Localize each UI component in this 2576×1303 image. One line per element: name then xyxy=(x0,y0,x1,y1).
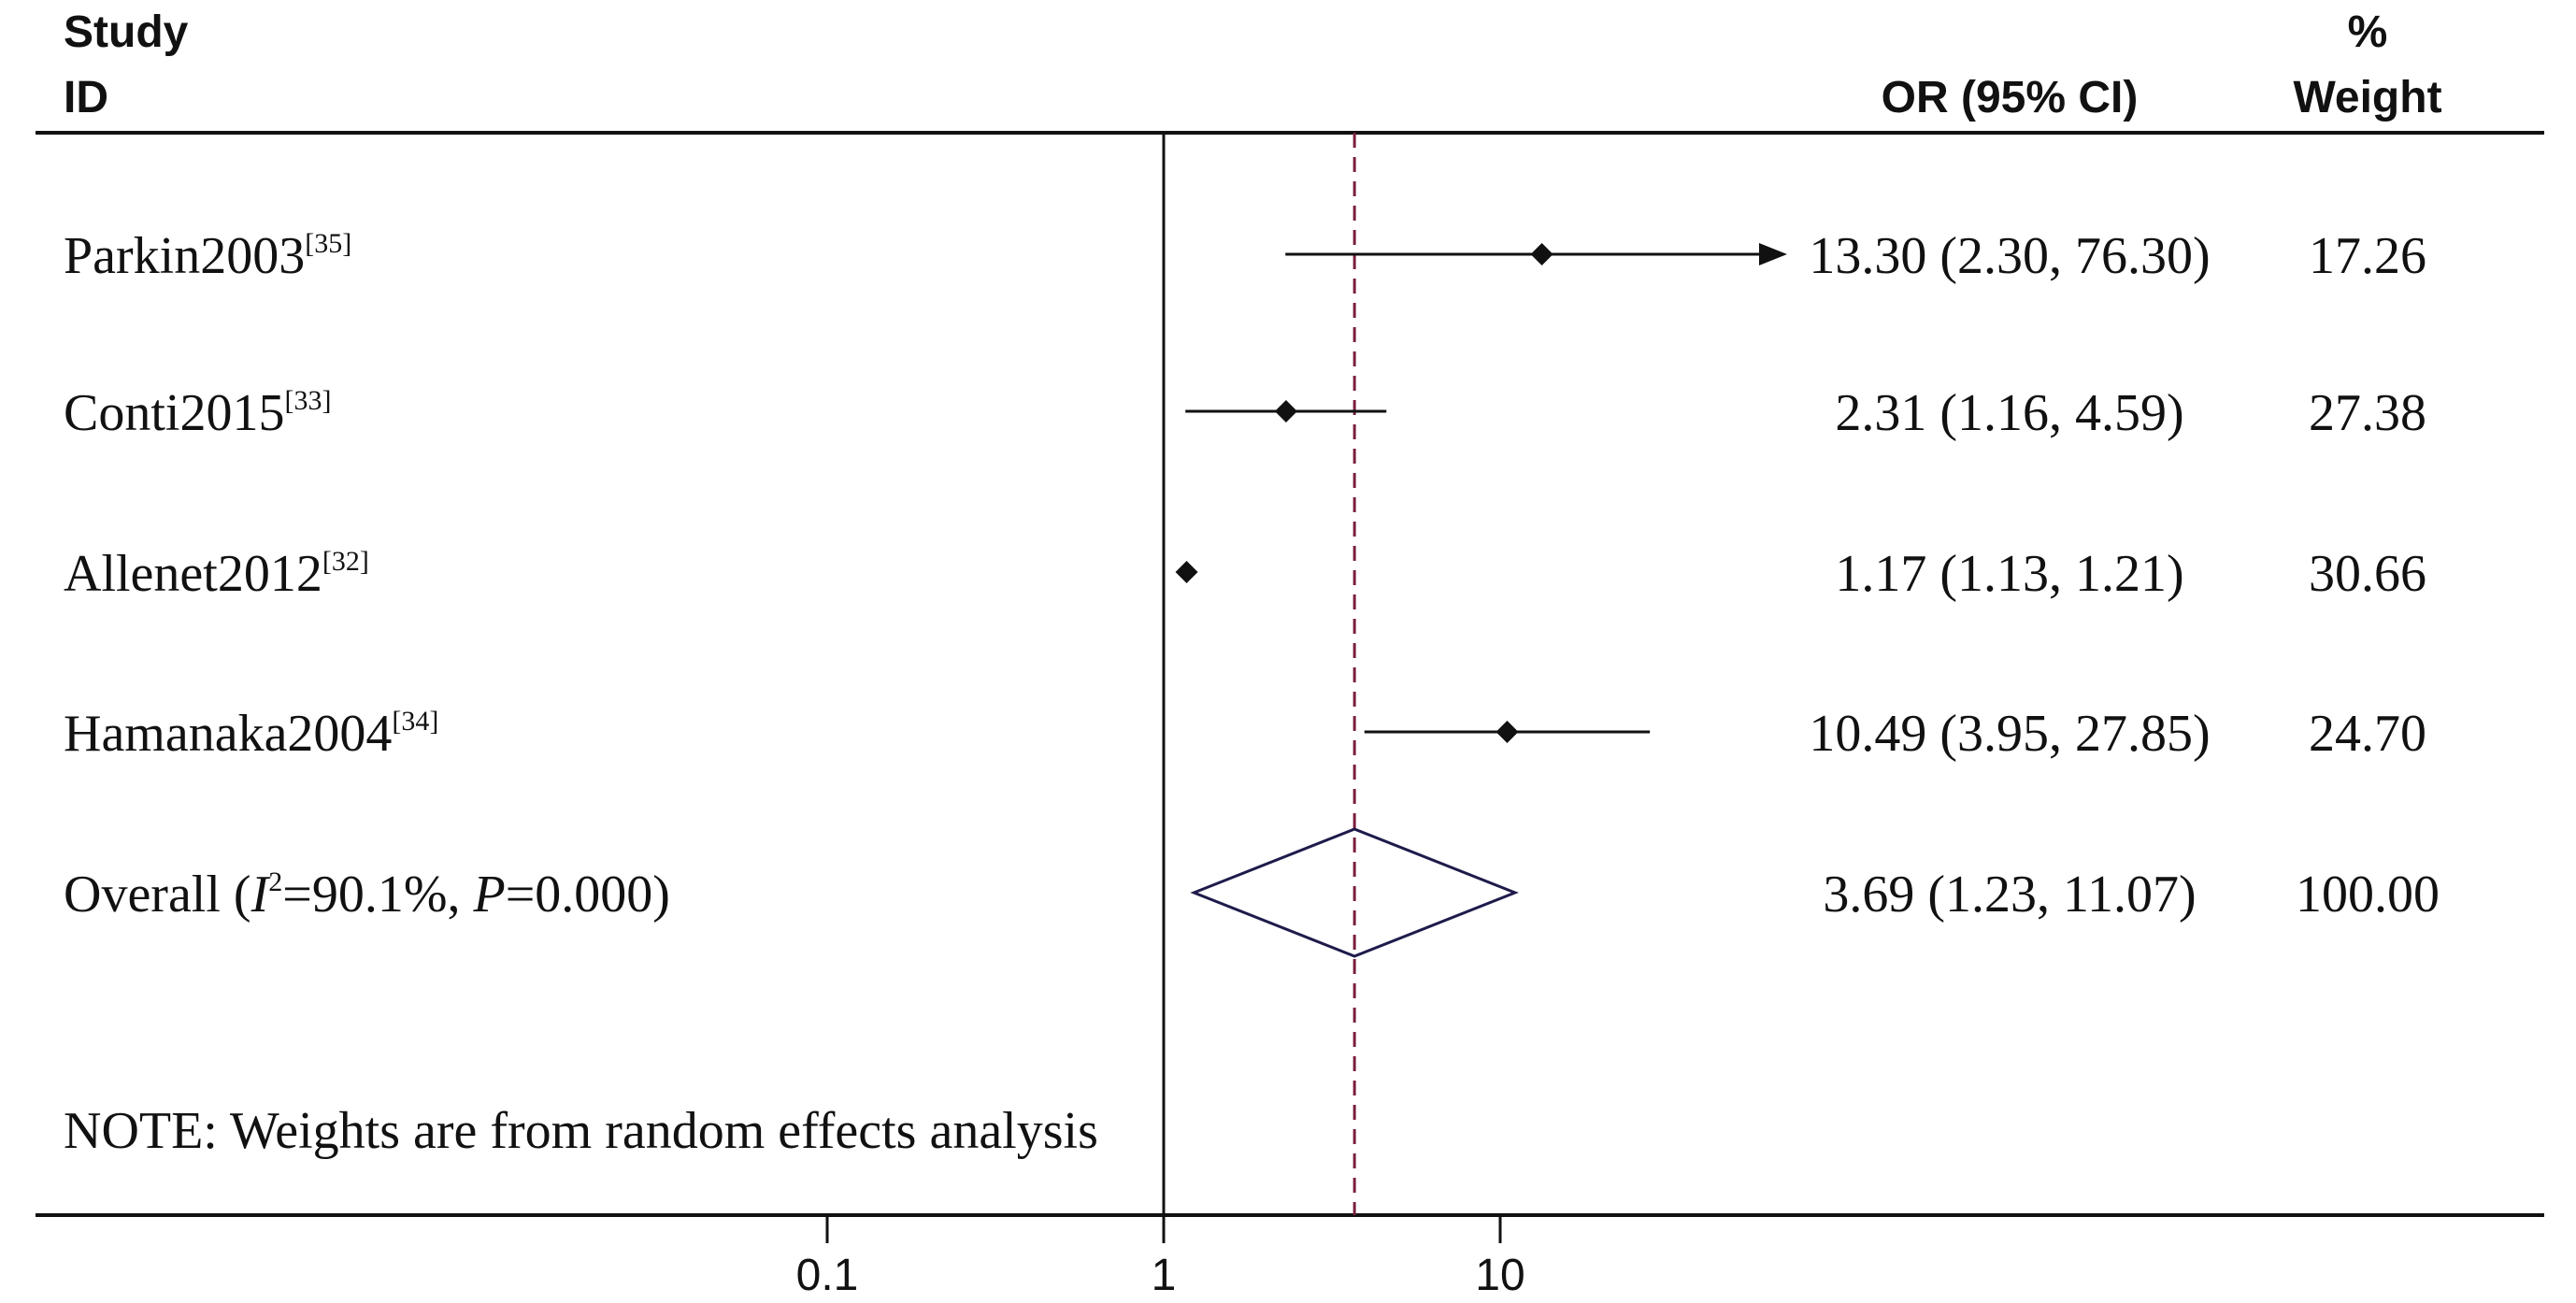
overall-ci-text: 3.69 (1.23, 11.07) xyxy=(1823,866,2196,924)
forest-marks: 0.1 1 10 Parkin2003[35] 13.30 (2.30, 76.30) 1… xyxy=(64,133,2426,1300)
study-weight-1: 27.38 xyxy=(2309,384,2426,442)
study-ci-text-0: 13.30 (2.30, 76.30) xyxy=(1809,227,2210,285)
study-ref-0: [35] xyxy=(305,228,351,259)
overall-i-superscript: 2 xyxy=(268,866,282,897)
study-weight-0: 17.26 xyxy=(2309,227,2426,285)
overall-label: Overall (I2=90.1%, P=0.000) xyxy=(64,866,670,924)
x-tick-label-1: 1 xyxy=(1152,1251,1177,1300)
overall-weight: 100.00 xyxy=(2296,866,2440,924)
overall-i-value: =90.1%, xyxy=(282,866,473,924)
overall-i-symbol: I xyxy=(250,866,271,924)
study-ref-3: [34] xyxy=(392,706,438,737)
study-weight-2: 30.66 xyxy=(2309,545,2426,603)
study-ref-2: [32] xyxy=(322,546,369,577)
study-label-3: Hamanaka2004[34] xyxy=(64,705,438,763)
overall-p-value: =0.000) xyxy=(506,866,670,924)
note-text: NOTE: Weights are from random effects an… xyxy=(64,1102,1098,1160)
header-percent: % xyxy=(2348,7,2388,57)
study-ci-text-1: 2.31 (1.16, 4.59) xyxy=(1835,384,2183,442)
study-label-0: Parkin2003[35] xyxy=(64,227,351,285)
study-point-3 xyxy=(1496,721,1519,743)
study-point-1 xyxy=(1274,400,1297,422)
x-tick-label-0: 0.1 xyxy=(796,1251,859,1300)
x-tick-label-2: 10 xyxy=(1475,1251,1524,1300)
study-label-1: Conti2015[33] xyxy=(64,384,331,442)
study-ref-1: [33] xyxy=(284,385,331,416)
header-or-ci: OR (95% CI) xyxy=(1882,73,2139,122)
study-ci-text-3: 10.49 (3.95, 27.85) xyxy=(1809,705,2210,763)
header-weight: Weight xyxy=(2293,73,2441,122)
header-study: Study xyxy=(64,7,189,57)
study-ci-text-2: 1.17 (1.13, 1.21) xyxy=(1835,545,2183,603)
study-point-2 xyxy=(1175,561,1198,583)
header-id: ID xyxy=(64,73,108,122)
study-weight-3: 24.70 xyxy=(2309,705,2426,763)
study-name-1: Conti2015 xyxy=(64,384,284,442)
overall-label-prefix: Overall ( xyxy=(64,866,251,924)
study-name-0: Parkin2003 xyxy=(64,227,305,285)
study-label-2: Allenet2012[32] xyxy=(64,545,369,603)
study-name-2: Allenet2012 xyxy=(64,545,322,603)
overall-p-symbol: P xyxy=(472,866,505,924)
overall-diamond xyxy=(1190,827,1519,958)
study-ci-arrow-0 xyxy=(1759,243,1787,265)
study-point-0 xyxy=(1530,243,1553,265)
study-name-3: Hamanaka2004 xyxy=(64,705,392,763)
